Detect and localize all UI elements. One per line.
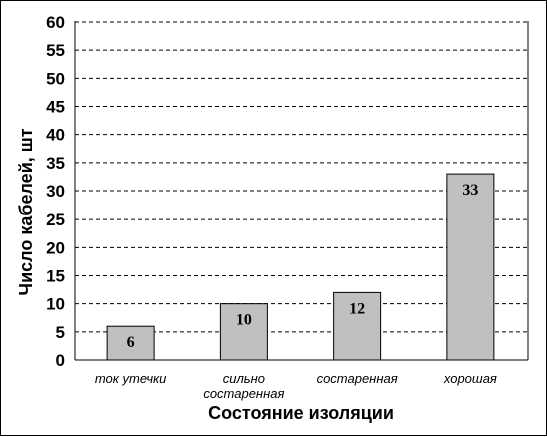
grid-lines [75,21,528,333]
data-label-4: 33 [462,182,478,199]
bars: 6 10 12 33 [106,173,495,361]
x-category-label-3: состаренная [317,371,398,386]
y-axis-title: Число кабелей, шт [16,128,36,295]
x-axis-title: Состояние изоляции [208,403,394,423]
bar-3 [333,291,382,361]
y-tick-label-5: 5 [56,323,65,342]
bar-2 [219,303,268,361]
data-label-1: 6 [127,334,135,351]
y-tick-label-20: 20 [46,238,65,257]
y-tick-label-0: 0 [56,351,65,370]
x-category-labels: ток утечки сильно состаренная состаренная хо… [95,371,497,401]
y-tick-label-45: 45 [46,98,65,117]
y-tick-label-55: 55 [46,41,65,60]
y-tick-label-60: 60 [46,13,65,32]
axes [74,21,529,361]
y-tick-label-30: 30 [46,182,65,201]
y-tick-label-25: 25 [46,210,65,229]
y-tick-label-15: 15 [46,267,65,286]
y-tick-label-35: 35 [46,154,65,173]
x-category-label-1: ток утечки [95,371,167,386]
data-label-3: 12 [349,300,365,317]
y-tick-label-40: 40 [46,126,65,145]
y-tick-labels: 0 5 10 15 20 25 30 35 40 45 50 55 60 [46,13,65,370]
bar-4 [446,173,495,361]
x-category-label-4: хорошая [443,371,497,386]
bar-1 [106,325,155,361]
x-category-label-2: сильно состаренная [203,371,284,401]
y-tick-label-50: 50 [46,69,65,88]
y-tick-label-10: 10 [46,295,65,314]
data-label-2: 10 [236,312,252,329]
